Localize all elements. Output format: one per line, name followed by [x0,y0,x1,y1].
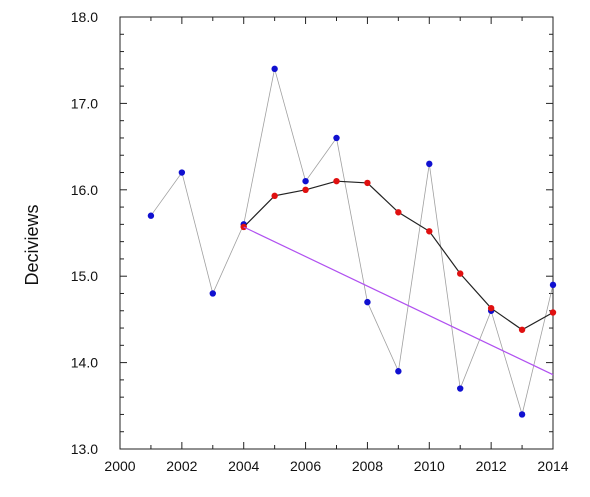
series-1-point [518,411,526,418]
series-1-point [426,160,433,168]
series-2-point [487,304,495,312]
plot-frame [119,16,554,450]
series-2-point [426,228,433,235]
x-tick-label: 2008 [352,458,383,474]
series-1-line [150,68,554,416]
series-1-point [147,212,155,219]
series-1-point [271,65,278,73]
series-2-point [457,270,464,277]
series-1-point [209,290,216,297]
series-1-point [333,134,340,142]
y-tick-label: 14.0 [71,355,98,371]
series-2-point [395,209,402,216]
series-2-point [518,326,526,333]
x-tick-label: 2012 [476,458,507,474]
series-3-line [243,226,554,376]
series-2-point [302,186,309,193]
y-tick-label: 15.0 [71,268,98,284]
x-tick-label: 2006 [290,458,321,474]
x-tick-label: 2000 [104,458,135,474]
y-tick-label: 13.0 [71,441,98,457]
y-tick-label: 17.0 [71,95,98,111]
y-tick-label: 16.0 [71,182,98,198]
series-layer [147,65,557,418]
series-2-point [271,192,278,200]
axis-labels: 2000 2002 2004 2006 2008 2010 2012 2014 13.0 14.0… [71,9,569,474]
x-tick-label: 2010 [414,458,445,474]
series-1-point [549,281,557,289]
axis-ticks [119,16,554,450]
y-axis-title: Deciviews [22,204,42,285]
x-tick-label: 2014 [537,458,568,474]
x-tick-label: 2004 [228,458,259,474]
series-2-point [240,223,247,231]
series-2-point [549,309,557,316]
series-2-point [364,179,371,187]
series-1-point [395,368,402,375]
series-1-point [457,385,464,392]
series-2-point [333,177,340,185]
series-1-point [302,177,309,185]
series-1-point [178,169,186,176]
series-2-line [243,180,554,331]
x-tick-label: 2002 [166,458,197,474]
series-1-point [364,298,371,306]
y-tick-label: 18.0 [71,9,98,25]
